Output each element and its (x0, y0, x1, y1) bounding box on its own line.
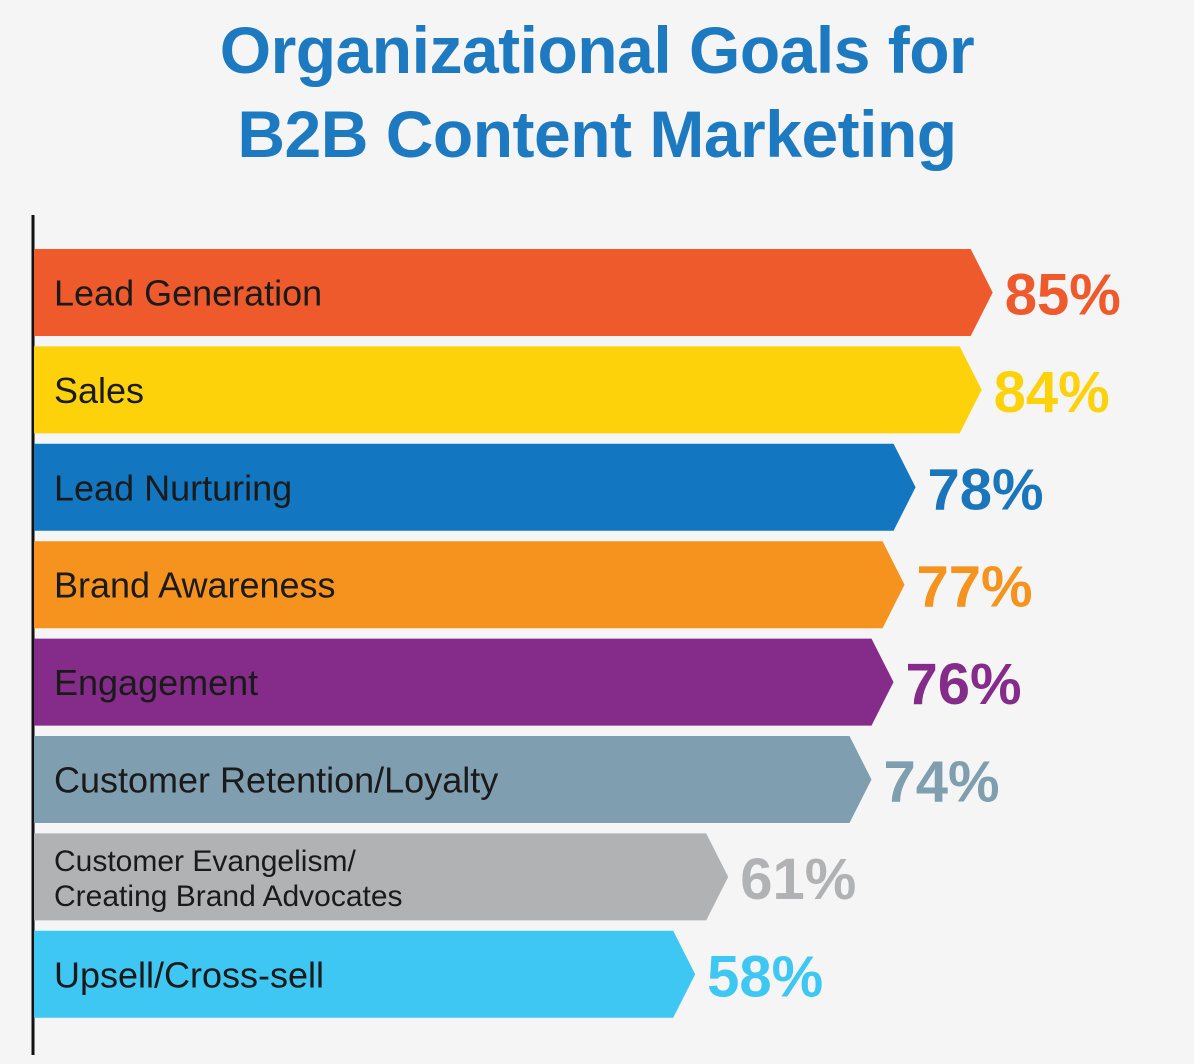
value-label: 85% (1005, 263, 1121, 328)
category-label: Engagement (54, 662, 258, 703)
category-label: Lead Nurturing (54, 467, 292, 508)
category-label: Upsell/Cross-sell (54, 954, 324, 995)
category-label: Brand Awareness (54, 565, 336, 606)
bar (34, 833, 729, 921)
bar (34, 736, 872, 823)
chart-title: Organizational Goals for B2B Content Mar… (0, 8, 1194, 176)
bar (34, 638, 894, 726)
value-label: 84% (994, 360, 1110, 425)
category-label: Customer Retention/Loyalty (54, 760, 498, 801)
value-label: 61% (740, 847, 856, 912)
chart-title-line-1: Organizational Goals for (219, 13, 975, 87)
value-label: 76% (906, 652, 1022, 717)
bar (34, 930, 696, 1018)
bar (34, 249, 993, 336)
category-label: Customer Evangelism/Creating Brand Advoc… (54, 845, 403, 913)
bar (34, 346, 982, 434)
category-label: Lead Generation (54, 273, 322, 314)
chart-title-line-2: B2B Content Marketing (237, 97, 957, 171)
bars-group: Lead Generation 85% Sales 84% Lead Nurturing… (34, 249, 1121, 1018)
bar (34, 443, 916, 531)
value-label: 78% (928, 457, 1044, 522)
value-label: 58% (707, 944, 823, 1009)
value-label: 74% (883, 750, 999, 815)
category-label: Sales (54, 370, 144, 411)
value-label: 77% (917, 555, 1033, 620)
bar (34, 541, 905, 629)
